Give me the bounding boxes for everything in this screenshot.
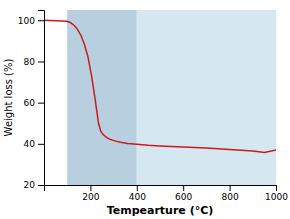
tick: 1000 bbox=[265, 185, 288, 202]
tick: 80 bbox=[24, 57, 44, 67]
plot: 200 400 600 800 1000 20 40 60 80 100 bbox=[18, 10, 288, 202]
tick-label: 400 bbox=[129, 192, 146, 202]
tick-label: 200 bbox=[82, 192, 99, 202]
tick: 800 bbox=[222, 185, 239, 202]
tick-label: 800 bbox=[222, 192, 239, 202]
chart: 200 400 600 800 1000 20 40 60 80 100 Tempearture (… bbox=[0, 0, 290, 219]
tick: 200 bbox=[82, 185, 99, 202]
tick: 600 bbox=[175, 185, 192, 202]
y-axis-title: Weight loss (%) bbox=[3, 58, 14, 136]
tick-label: 600 bbox=[175, 192, 192, 202]
tick: 100 bbox=[18, 16, 44, 26]
x-axis: 200 400 600 800 1000 bbox=[45, 185, 289, 202]
x-axis-title: Tempearture (°C) bbox=[107, 204, 214, 217]
tick-label: 20 bbox=[24, 180, 36, 190]
tick-mark bbox=[38, 103, 44, 104]
axis-line bbox=[45, 186, 277, 192]
tick-label: 60 bbox=[24, 98, 36, 108]
tick-label: 100 bbox=[18, 16, 35, 26]
tick-mark bbox=[276, 185, 277, 191]
line bbox=[44, 20, 276, 152]
tick-mark bbox=[38, 61, 44, 62]
tick-label: 80 bbox=[24, 57, 36, 67]
tick-mark bbox=[38, 185, 44, 186]
tick-label: 1000 bbox=[265, 192, 288, 202]
tick: 400 bbox=[129, 185, 146, 202]
tick: 60 bbox=[24, 98, 44, 108]
tick: 40 bbox=[24, 139, 44, 149]
y-axis: 20 40 60 80 100 bbox=[18, 11, 45, 191]
axis-line bbox=[38, 11, 45, 186]
tick-label: 40 bbox=[24, 139, 36, 149]
zone bbox=[137, 10, 276, 185]
tick: 20 bbox=[24, 180, 44, 190]
tick-mark bbox=[230, 185, 231, 191]
tick-mark bbox=[38, 20, 44, 21]
tick-mark bbox=[137, 185, 138, 191]
zone bbox=[67, 10, 137, 185]
tick-mark bbox=[38, 144, 44, 145]
tick-mark bbox=[90, 185, 91, 191]
marks bbox=[44, 10, 276, 185]
tick-mark bbox=[183, 185, 184, 191]
